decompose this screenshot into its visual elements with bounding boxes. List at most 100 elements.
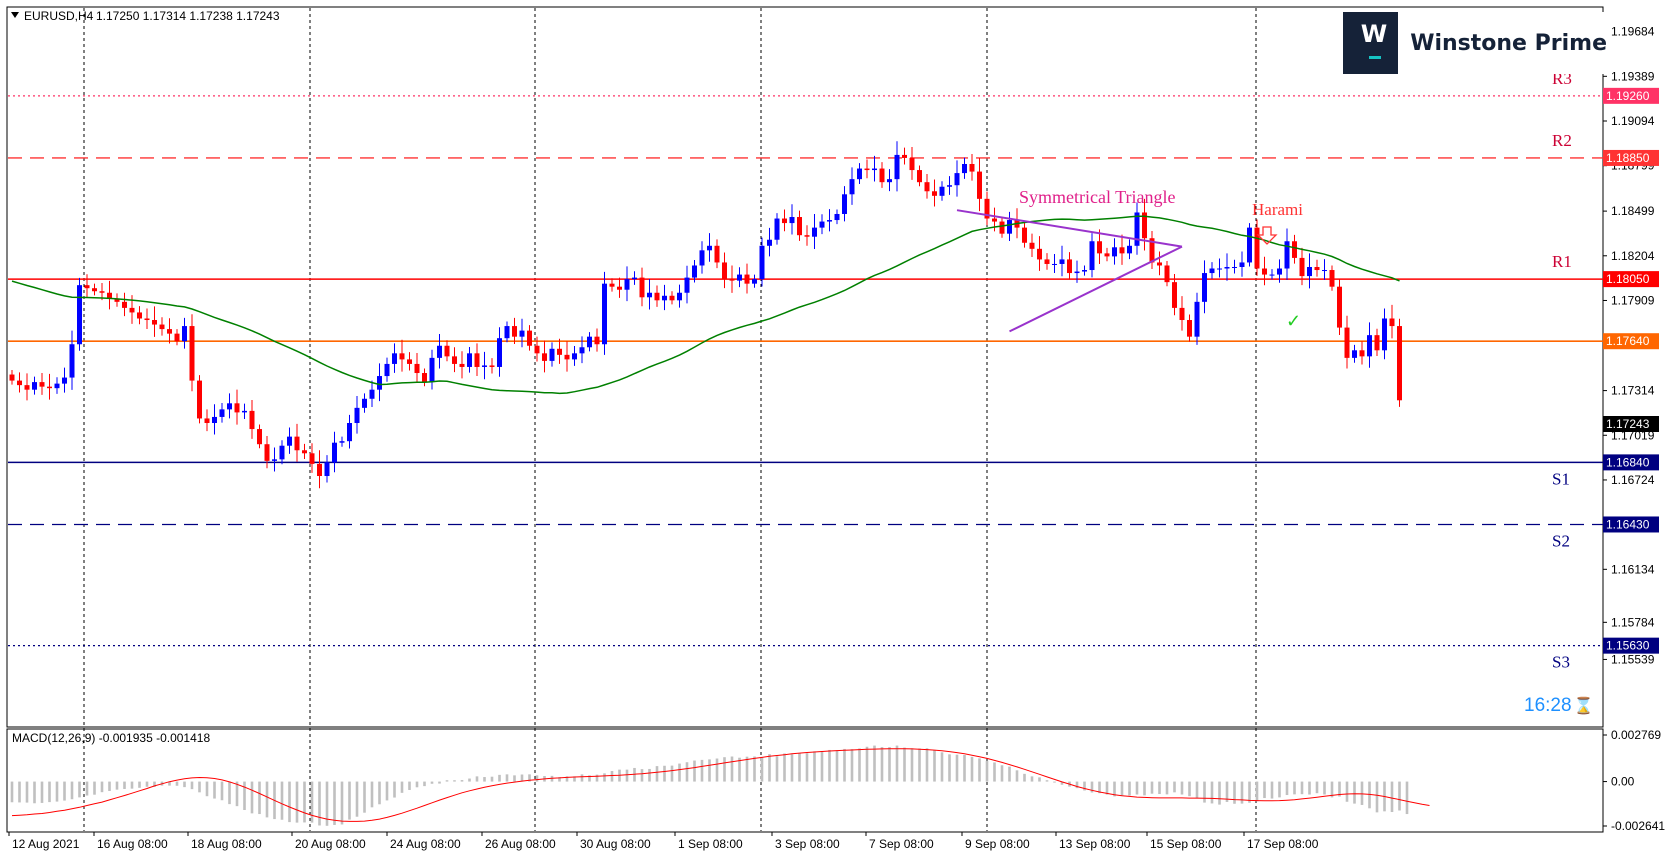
candle-body [399,353,405,360]
candle-body [332,442,337,463]
candle-body [437,345,442,358]
candle-body [992,218,997,222]
candle-body [317,463,322,477]
candle-body [1187,320,1192,337]
candle-body [1164,265,1170,283]
macd-bar [595,774,599,782]
candle-body [122,301,127,308]
level-price-text: 1.18050 [1606,272,1650,286]
macd-bar [348,781,351,820]
macd-bar [490,776,494,782]
macd-bar [948,754,951,782]
candle-body [804,235,810,237]
macd-bar [663,765,666,782]
candle-body [1352,350,1357,358]
time-tick-label: 9 Sep 08:00 [965,837,1030,851]
candle-body [1044,259,1050,264]
macd-bar [40,781,44,803]
candle-body [272,459,277,461]
macd-bar [190,781,194,790]
macd-bar [468,778,471,782]
candle-body [459,363,465,367]
time-tick-label: 18 Aug 08:00 [191,837,262,851]
candle-body [69,344,75,378]
candle-body [39,382,45,387]
macd-bar [985,760,989,782]
macd-bar [145,781,149,787]
candle-body [407,359,412,364]
candle-body [1074,271,1080,274]
level-price-tag [1603,516,1659,533]
macd-bar [970,756,974,782]
macd-bar [955,754,959,782]
candle-body [939,186,945,196]
candle-body [54,383,60,389]
candle-body [1104,253,1110,257]
level-name: S1 [1552,469,1570,488]
candle-body [482,365,487,367]
triangle-upper-line [956,209,1183,248]
candle-body [707,245,712,251]
candle-timer: 16:28 ⌛ [1524,695,1593,717]
candle-body [842,194,847,214]
candle-body [197,380,202,419]
candle-body [1254,227,1260,269]
candle-body [594,336,600,345]
candles [9,141,1402,489]
price-tick-label: 1.16724 [1611,473,1655,487]
candle-body [1382,318,1387,351]
candle-body [167,329,172,334]
candle-body [77,285,82,345]
candle-body [1397,326,1402,401]
macd-bar [63,781,66,801]
candle-body [1119,247,1125,254]
macd-bar [1030,776,1034,782]
macd-bar [1180,781,1184,795]
candle-body [1194,301,1200,337]
candle-body [872,168,877,171]
candle-body [144,318,150,321]
macd-bar [1098,781,1101,794]
candle-body [602,283,607,345]
price-tick-label: 1.15539 [1611,652,1655,666]
macd-bar [1015,770,1019,782]
level-price-tag [1603,333,1659,350]
candle-body [1292,241,1297,258]
candle-body [849,179,855,195]
candle-body [1299,257,1305,277]
time-tick-label: 3 Sep 08:00 [775,837,840,851]
macd-bar [880,747,884,782]
macd-bar [370,781,374,808]
macd-bar [715,758,719,782]
candle-body [677,292,682,301]
macd-bar [475,776,479,782]
macd-bar [678,763,681,782]
time-tick-label: 17 Sep 08:00 [1247,837,1319,851]
macd-bar [1270,781,1274,799]
dropdown-triangle-icon[interactable] [11,12,19,18]
candle-body [1052,263,1057,265]
macd-bar [1338,781,1341,797]
macd-bar [438,781,441,784]
candle-body [1322,270,1327,272]
logo-accent [1369,56,1381,59]
candle-body [1179,307,1185,321]
candle-body [422,373,427,383]
macd-label: MACD(12,26,9) -0.001935 -0.001418 [12,731,210,745]
macd-bar [265,781,269,818]
candle-body [369,389,375,399]
candle-body [174,333,180,342]
macd-bar [910,748,914,782]
macd-bar [640,769,644,782]
macd-bar [183,781,186,788]
macd-bar [1263,781,1266,799]
candle-body [819,221,825,228]
macd-bar [588,775,591,782]
candle-body [1097,241,1102,254]
macd-bar [790,754,794,782]
candle-body [1142,212,1147,239]
macd-bar [10,781,14,803]
candle-body [947,185,952,187]
candle-body [452,356,457,364]
